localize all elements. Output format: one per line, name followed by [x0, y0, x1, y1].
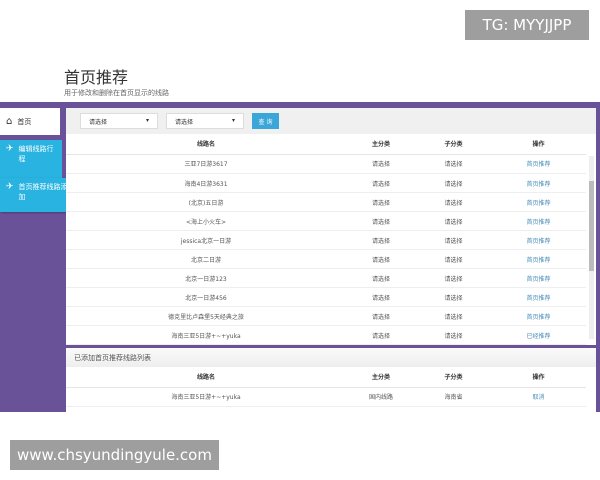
main-category: 请选择	[346, 154, 416, 174]
main-category: 国内线路	[346, 387, 416, 407]
col-header: 子分类	[416, 367, 491, 388]
sidebar-item-edit-route[interactable]: ✈ 编辑线路行程	[0, 140, 62, 178]
sub-category-select[interactable]: 请选择 ▾	[166, 113, 244, 129]
action-link[interactable]: 首页推荐	[491, 268, 586, 288]
table-row: 海南三亚5日游+~+yuka 国内线路 海南省 取消	[66, 387, 586, 407]
sub-category: 请选择	[416, 211, 491, 231]
sub-category: 请选择	[416, 325, 491, 345]
col-header: 线路名	[66, 367, 346, 388]
added-list-title: 已添加首页推荐线路列表	[66, 348, 596, 367]
sidebar-item-label: 首页推荐线路添加	[18, 183, 68, 201]
action-link[interactable]: 首页推荐	[491, 249, 586, 269]
table-row: jessica北京一日游 请选择 请选择 首页推荐	[66, 230, 586, 250]
sub-category: 请选择	[416, 230, 491, 250]
main-category-select[interactable]: 请选择 ▾	[80, 113, 158, 129]
scrollbar[interactable]	[589, 156, 594, 339]
action-link[interactable]: 首页推荐	[491, 211, 586, 231]
added-table: 线路名 主分类 子分类 操作 海南三亚5日游+~+yuka 国内线路 海南省 取消	[66, 367, 586, 407]
main-category: 请选择	[346, 306, 416, 326]
route-name: 北京一日游456	[66, 287, 346, 307]
action-link[interactable]: 首页推荐	[491, 230, 586, 250]
sidebar-item-home[interactable]: ⌂ 首页	[0, 108, 60, 135]
main-category: 请选择	[346, 211, 416, 231]
sub-category: 请选择	[416, 192, 491, 212]
action-link[interactable]: 首页推荐	[491, 192, 586, 212]
table-row: 海南4日游3631 请选择 请选择 首页推荐	[66, 173, 586, 193]
action-link[interactable]: 首页推荐	[491, 306, 586, 326]
route-table: 三亚7日游3617 请选择 请选择 首页推荐 海南4日游3631 请选择 请选择 首页推荐 (北…	[66, 154, 586, 345]
watermark-top: TG: MYYJJPP	[465, 10, 589, 40]
search-button[interactable]: 查 询	[252, 113, 279, 129]
sub-category: 海南省	[416, 387, 491, 407]
table-row: (北京)五日游 请选择 请选择 首页推荐	[66, 192, 586, 212]
route-name: <海上小火车>	[66, 211, 346, 231]
route-name: 海南4日游3631	[66, 173, 346, 193]
table-row: 北京一日游456 请选择 请选择 首页推荐	[66, 287, 586, 307]
sub-category: 请选择	[416, 287, 491, 307]
main-category: 请选择	[346, 287, 416, 307]
main-category: 请选择	[346, 173, 416, 193]
col-header: 操作	[491, 367, 586, 388]
sidebar-item-add-recommend[interactable]: ✈ 首页推荐线路添加	[0, 178, 76, 212]
added-list-panel: 已添加首页推荐线路列表 线路名 主分类 子分类 操作 海南三亚5日游+~+yuka 国内…	[66, 348, 596, 412]
caret-icon: ▾	[145, 117, 149, 124]
table-row: 德克里比卢森堡5天经典之旅 请选择 请选择 首页推荐	[66, 306, 586, 326]
sub-category: 请选择	[416, 154, 491, 174]
sidebar-item-label: 编辑线路行程	[18, 145, 54, 163]
page-subtitle: 用于修改和删除在首页显示的线路	[64, 89, 169, 97]
scrollbar-thumb[interactable]	[589, 181, 594, 271]
route-list-panel: 请选择 ▾ 请选择 ▾ 查 询 线路名 主分类 子分类 操作 三亚7日游3617 请选择 请选…	[66, 108, 596, 345]
main-category: 请选择	[346, 249, 416, 269]
col-header: 主分类	[346, 367, 416, 388]
route-name: 海南三亚5日游+~+yuka	[66, 325, 346, 345]
table-row: <海上小火车> 请选择 请选择 首页推荐	[66, 211, 586, 231]
table-row: 海南三亚5日游+~+yuka 请选择 请选择 已经推荐	[66, 325, 586, 345]
route-name: 北京一日游123	[66, 268, 346, 288]
plane-icon: ✈	[6, 144, 14, 154]
main-category: 请选择	[346, 230, 416, 250]
route-name: 海南三亚5日游+~+yuka	[66, 387, 346, 407]
home-icon: ⌂	[6, 116, 13, 127]
action-link[interactable]: 首页推荐	[491, 154, 586, 174]
sidebar-item-label: 首页	[17, 117, 32, 126]
table-row: 北京二日游 请选择 请选择 首页推荐	[66, 249, 586, 269]
page-title: 首页推荐	[64, 68, 129, 87]
sub-category: 请选择	[416, 249, 491, 269]
main-category: 请选择	[346, 192, 416, 212]
sub-category: 请选择	[416, 173, 491, 193]
table-row: 三亚7日游3617 请选择 请选择 首页推荐	[66, 154, 586, 174]
main-category: 请选择	[346, 268, 416, 288]
main-category: 请选择	[346, 325, 416, 345]
plane-icon: ✈	[6, 182, 14, 192]
col-header: 主分类	[346, 134, 416, 155]
route-name: 北京二日游	[66, 249, 346, 269]
sub-category: 请选择	[416, 306, 491, 326]
route-name: jessica北京一日游	[66, 230, 346, 250]
route-table-header: 线路名 主分类 子分类 操作	[66, 134, 586, 155]
col-header: 线路名	[66, 134, 346, 155]
action-link[interactable]: 首页推荐	[491, 287, 586, 307]
select-value: 请选择	[89, 119, 108, 126]
select-value: 请选择	[175, 119, 194, 126]
action-link[interactable]: 已经推荐	[491, 325, 586, 345]
caret-icon: ▾	[231, 117, 235, 124]
watermark-bottom: www.chsyundingyule.com	[10, 440, 219, 470]
sub-category: 请选择	[416, 268, 491, 288]
route-name: (北京)五日游	[66, 192, 346, 212]
route-name: 德克里比卢森堡5天经典之旅	[66, 306, 346, 326]
filter-bar: 请选择 ▾ 请选择 ▾ 查 询	[66, 108, 596, 134]
table-row: 北京一日游123 请选择 请选择 首页推荐	[66, 268, 586, 288]
col-header: 操作	[491, 134, 586, 155]
action-link[interactable]: 首页推荐	[491, 173, 586, 193]
col-header: 子分类	[416, 134, 491, 155]
action-link[interactable]: 取消	[491, 387, 586, 407]
route-name: 三亚7日游3617	[66, 154, 346, 174]
